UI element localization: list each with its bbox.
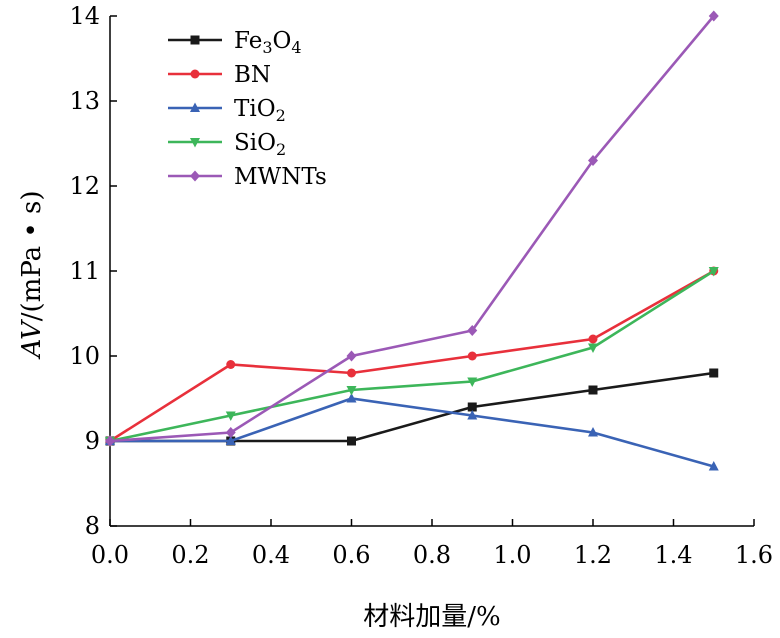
y-tick-label: 12: [69, 172, 100, 200]
data-point: [708, 461, 719, 471]
x-tick-label: 1.6: [735, 541, 773, 569]
legend-label: BN: [234, 62, 271, 88]
x-tick-label: 1.0: [493, 541, 531, 569]
y-tick-label: 13: [69, 87, 100, 115]
legend-item: Fe3O4: [168, 28, 302, 57]
x-axis-title: 材料加量/%: [363, 602, 500, 632]
x-tick-label: 0.4: [252, 541, 290, 569]
legend-item: TiO2: [168, 96, 286, 125]
data-point: [588, 334, 598, 344]
legend-label: TiO2: [234, 96, 286, 125]
data-point: [467, 351, 477, 361]
data-point: [467, 325, 478, 336]
data-point: [346, 350, 357, 362]
data-point: [190, 102, 200, 112]
data-point: [226, 360, 236, 369]
data-point: [709, 368, 719, 378]
x-tick-label: 0.0: [91, 541, 129, 569]
data-point: [190, 35, 200, 45]
x-tick-label: 1.4: [654, 541, 692, 569]
series-tio: [105, 393, 719, 471]
y-tick-label: 9: [85, 427, 100, 455]
legend: Fe3O4 BN TiO2 SiO2 MWNTs: [168, 28, 327, 190]
y-tick-label: 11: [69, 257, 100, 285]
data-point: [190, 138, 200, 148]
series-sio: [105, 267, 719, 447]
legend-label: Fe3O4: [234, 28, 302, 57]
legend-item: SiO2: [168, 130, 286, 159]
data-point: [225, 411, 236, 421]
legend-item: BN: [168, 62, 271, 88]
data-point: [225, 435, 236, 445]
y-axis-title-symbol: AV: [17, 319, 47, 359]
data-point: [346, 393, 357, 403]
data-point: [588, 385, 598, 395]
data-point: [467, 410, 478, 420]
series-line: [109, 269, 715, 443]
data-point: [467, 402, 477, 412]
data-point: [588, 155, 598, 166]
series-mwnts: [105, 10, 719, 447]
x-tick-label: 0.2: [171, 541, 209, 569]
data-point: [225, 427, 236, 438]
data-point: [346, 386, 357, 396]
legend-item: MWNTs: [168, 164, 327, 190]
axes: 8 9 10 11 12 13 14 0.0 0.2 0.4 0.6 0.8 1.0 1.2 1.4 1.6: [69, 2, 773, 569]
data-point: [467, 377, 478, 387]
series-layer: [105, 10, 719, 471]
x-tick-label: 1.2: [574, 541, 612, 569]
data-point: [105, 435, 115, 447]
y-axis-title-unit: /(mPa • s): [17, 190, 47, 321]
data-point: [347, 368, 356, 378]
data-point: [190, 170, 200, 182]
x-tick-label: 0.6: [332, 541, 370, 569]
legend-label: SiO2: [234, 130, 286, 159]
series-line: [110, 397, 715, 468]
data-point: [708, 267, 719, 277]
y-axis-title: AV/(mPa • s): [17, 190, 47, 359]
data-point: [588, 343, 598, 353]
data-point: [190, 69, 200, 79]
series-line: [109, 269, 715, 443]
series-bn: [105, 266, 719, 446]
data-point: [588, 427, 598, 437]
data-point: [347, 436, 356, 446]
legend-label: MWNTs: [234, 164, 327, 190]
y-tick-label: 10: [69, 342, 100, 370]
x-tick-label: 0.8: [413, 541, 451, 569]
data-point: [708, 10, 719, 22]
y-tick-label: 14: [69, 2, 100, 30]
series-line: [109, 15, 715, 443]
y-tick-label: 8: [85, 512, 100, 540]
